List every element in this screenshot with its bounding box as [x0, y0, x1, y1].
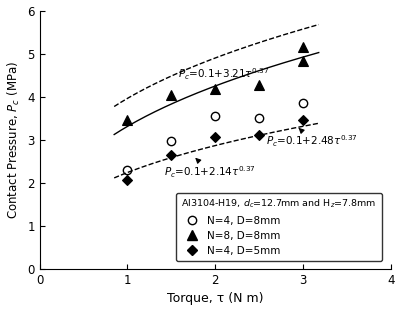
Text: $P_c$=0.1+3.21$\tau^{0.37}$: $P_c$=0.1+3.21$\tau^{0.37}$ [178, 66, 270, 82]
Legend: N=4, D=8mm, N=8, D=8mm, N=4, D=5mm: N=4, D=8mm, N=8, D=8mm, N=4, D=5mm [176, 193, 382, 261]
Text: $P_c$=0.1+2.14$\tau^{0.37}$: $P_c$=0.1+2.14$\tau^{0.37}$ [164, 159, 256, 180]
Text: $P_c$=0.1+2.48$\tau^{0.37}$: $P_c$=0.1+2.48$\tau^{0.37}$ [266, 128, 358, 149]
X-axis label: Torque, τ (N m): Torque, τ (N m) [167, 292, 263, 305]
Y-axis label: Contact Pressure, $P_c$ (MPa): Contact Pressure, $P_c$ (MPa) [6, 61, 22, 219]
